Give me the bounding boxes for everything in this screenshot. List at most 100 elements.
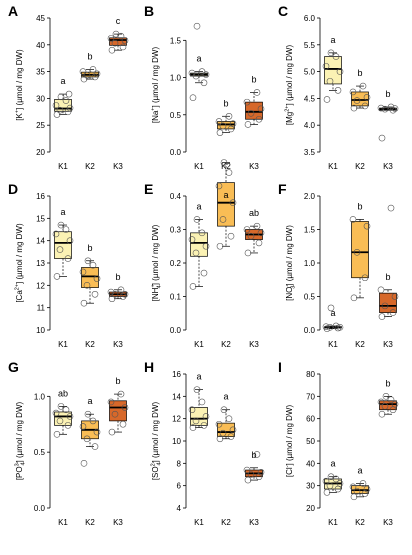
data-point bbox=[189, 424, 197, 431]
data-point bbox=[243, 466, 251, 474]
data-point bbox=[79, 268, 87, 276]
y-tick-label: 0.3 bbox=[170, 226, 182, 235]
y-axis-label: [SO2-4] (µmol / mg DW) bbox=[151, 401, 163, 480]
y-tick-label: 40 bbox=[36, 41, 45, 50]
box bbox=[54, 231, 72, 259]
x-tick-label: K2 bbox=[355, 162, 365, 171]
data-point bbox=[56, 246, 64, 253]
y-tick-label: 5.5 bbox=[304, 41, 316, 50]
y-axis-label: [PO3-4] (µmol / mg DW) bbox=[15, 401, 27, 480]
data-point bbox=[79, 68, 87, 75]
data-point bbox=[193, 216, 201, 223]
data-point bbox=[64, 422, 72, 429]
data-point bbox=[200, 422, 208, 429]
data-point bbox=[389, 309, 397, 316]
y-tick-label: 0.4 bbox=[170, 192, 182, 201]
data-point bbox=[381, 302, 389, 310]
x-tick-label: K2 bbox=[85, 162, 95, 171]
data-point bbox=[255, 115, 263, 123]
data-point bbox=[387, 396, 395, 403]
significance-letter: b bbox=[251, 450, 256, 460]
x-tick-label: K3 bbox=[113, 340, 123, 349]
y-tick-label: 2.0 bbox=[304, 192, 316, 201]
panel-letter: E bbox=[144, 181, 153, 197]
x-tick-label: K2 bbox=[85, 340, 95, 349]
x-tick-label: K2 bbox=[355, 340, 365, 349]
data-point bbox=[112, 30, 120, 38]
data-point bbox=[52, 409, 60, 417]
data-point bbox=[62, 97, 70, 104]
x-tick-label: K3 bbox=[383, 340, 393, 349]
data-point bbox=[198, 398, 206, 406]
panel-c: C 3.5 4.0 4.5 5.0 5.5 6.0 [Mg2+] (µmol / mg DW)… bbox=[278, 3, 399, 171]
data-point bbox=[326, 482, 334, 489]
panel-letter: B bbox=[144, 3, 154, 19]
significance-letter: a bbox=[87, 396, 92, 406]
data-point bbox=[121, 37, 129, 44]
x-tick-label: K1 bbox=[58, 162, 68, 171]
data-point bbox=[350, 104, 358, 112]
data-point bbox=[80, 460, 88, 467]
data-point bbox=[257, 229, 265, 237]
significance-letter: a bbox=[330, 35, 335, 45]
y-axis-label: [Ca2+] (µmol / mg DW) bbox=[15, 223, 25, 303]
data-point bbox=[56, 417, 64, 425]
data-point bbox=[193, 386, 201, 393]
data-point bbox=[216, 242, 224, 250]
significance-letter: b bbox=[385, 89, 390, 99]
x-tick-label: K1 bbox=[58, 518, 68, 527]
data-point bbox=[220, 406, 228, 414]
data-point bbox=[200, 269, 208, 277]
y-tick-label: 10 bbox=[36, 326, 45, 335]
y-tick-label: 4.0 bbox=[304, 121, 316, 130]
data-point bbox=[391, 400, 399, 408]
data-point bbox=[255, 239, 263, 247]
data-point bbox=[198, 229, 206, 237]
data-point bbox=[121, 404, 129, 411]
x-tick-label: K3 bbox=[249, 518, 259, 527]
panel-b: B0.00.51.01.5[Na+] (µmol / mg DW)K1 K2 K3a… bbox=[144, 3, 265, 171]
y-tick-label: 0.5 bbox=[304, 293, 316, 302]
data-point bbox=[83, 72, 91, 79]
panel-letter: G bbox=[8, 359, 19, 375]
data-point bbox=[247, 471, 255, 478]
significance-letter: a bbox=[357, 465, 362, 475]
y-tick-label: 0.5 bbox=[170, 111, 182, 120]
data-point bbox=[253, 222, 261, 230]
data-point bbox=[391, 293, 399, 300]
x-tick-label: K3 bbox=[383, 518, 393, 527]
data-point bbox=[215, 182, 223, 190]
data-point bbox=[377, 398, 385, 406]
significance-letter: c bbox=[116, 16, 121, 26]
data-point bbox=[188, 236, 196, 243]
y-tick-label: 0.0 bbox=[170, 148, 182, 157]
x-tick-label: K2 bbox=[355, 518, 365, 527]
y-tick-label: 35 bbox=[36, 68, 45, 77]
box bbox=[109, 37, 127, 46]
y-tick-label: 30 bbox=[306, 482, 315, 491]
panel-d: D 10 11 12 13 14 15 16 [Ca2+] (µmol / mg DW) K1 K2… bbox=[8, 181, 129, 349]
data-point bbox=[80, 299, 88, 307]
y-axis-label: [Mg2+] (µmol / mg DW) bbox=[285, 45, 295, 126]
data-point bbox=[117, 390, 125, 398]
y-tick-label: 6.0 bbox=[304, 14, 316, 23]
data-point bbox=[336, 324, 344, 331]
data-point bbox=[363, 485, 371, 493]
data-point bbox=[257, 105, 265, 113]
y-tick-label: 5.0 bbox=[304, 68, 316, 77]
y-tick-label: 40 bbox=[306, 459, 315, 468]
data-point bbox=[255, 473, 263, 481]
data-point bbox=[377, 286, 385, 294]
data-point bbox=[227, 232, 235, 240]
significance-letter: b bbox=[87, 243, 92, 253]
data-point bbox=[119, 420, 127, 428]
data-point bbox=[64, 255, 72, 262]
data-point bbox=[229, 199, 237, 206]
data-point bbox=[244, 121, 252, 128]
y-tick-label: 16 bbox=[36, 192, 45, 201]
data-point bbox=[121, 290, 129, 298]
data-point bbox=[111, 290, 119, 298]
significance-letter: a bbox=[196, 372, 201, 382]
significance-letter: ab bbox=[249, 208, 259, 218]
